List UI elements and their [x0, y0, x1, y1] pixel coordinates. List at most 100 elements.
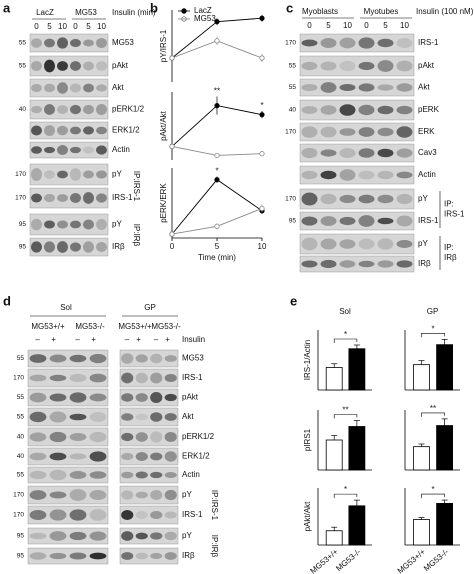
- significance-bracket: [421, 333, 445, 338]
- mw-label: 170: [13, 492, 24, 499]
- band: [49, 374, 67, 382]
- band: [96, 37, 107, 49]
- band: [377, 38, 394, 48]
- band: [31, 105, 42, 114]
- band: [49, 469, 67, 481]
- row-label: IRS-1: [418, 216, 439, 225]
- blot-strip: [119, 407, 179, 427]
- row-label: pY: [182, 531, 192, 540]
- ip-label: IP:IRS-1: [132, 171, 141, 202]
- x-tick-label: MG53+/+: [309, 547, 341, 574]
- panel-label: a: [3, 0, 11, 15]
- band: [70, 38, 81, 48]
- band: [70, 61, 81, 71]
- band: [70, 192, 81, 204]
- mw-label: 55: [17, 355, 25, 362]
- band: [150, 471, 163, 479]
- point: [214, 223, 220, 229]
- band: [320, 126, 337, 138]
- band: [44, 38, 55, 48]
- band: [96, 61, 107, 71]
- band: [121, 531, 134, 541]
- band: [49, 491, 67, 499]
- row-label: IRβ: [112, 242, 125, 251]
- band: [301, 106, 318, 114]
- point: [259, 55, 265, 61]
- band: [377, 170, 394, 180]
- band: [396, 60, 413, 72]
- lane-label: 10: [343, 21, 352, 30]
- mw-label: 40: [289, 107, 297, 114]
- y-axis-label: pAkt/Akt: [159, 110, 168, 141]
- row-label: pAkt: [182, 393, 199, 402]
- band: [358, 127, 375, 137]
- blot-strip: [27, 349, 109, 368]
- band: [339, 104, 356, 116]
- band: [358, 215, 375, 227]
- band: [29, 509, 47, 521]
- mw-label: 95: [19, 244, 27, 251]
- x-tick-label: 5: [215, 242, 220, 251]
- point: [259, 151, 265, 157]
- band: [96, 242, 107, 252]
- significance: **: [214, 87, 220, 96]
- band: [339, 260, 356, 268]
- blot-strip: [27, 427, 109, 447]
- blot-strip: [299, 233, 415, 255]
- band: [49, 531, 67, 541]
- group-label: Sol: [60, 303, 72, 312]
- row-label: pAkt: [418, 61, 435, 70]
- significance: *: [215, 167, 218, 176]
- band: [57, 105, 68, 114]
- mw-label: 170: [285, 129, 296, 136]
- row-label: pY: [182, 490, 192, 499]
- band: [57, 170, 68, 179]
- bar: [413, 364, 430, 391]
- band: [135, 372, 148, 384]
- x-tick-label: MG53-/-: [422, 547, 451, 573]
- band: [49, 354, 67, 363]
- row-label: Actin: [418, 170, 436, 179]
- band: [49, 393, 67, 402]
- genotype-label: MG53-/-: [151, 322, 181, 331]
- row-label: pY: [112, 220, 122, 229]
- band: [164, 552, 177, 560]
- panel-label: c: [286, 0, 293, 15]
- point: [214, 19, 220, 25]
- bar: [325, 439, 343, 471]
- lane-label: 0: [73, 22, 78, 31]
- bar: [348, 348, 366, 391]
- band: [150, 532, 163, 540]
- band: [57, 220, 68, 229]
- band: [150, 372, 163, 384]
- row-label: ERK1/2: [112, 126, 140, 135]
- blot-strip: [119, 505, 179, 525]
- band: [96, 193, 107, 203]
- band: [49, 452, 67, 461]
- band: [29, 532, 47, 540]
- band: [396, 37, 413, 49]
- band: [164, 511, 177, 519]
- band: [31, 60, 42, 72]
- band: [396, 126, 413, 138]
- row-label: IRS-1: [182, 510, 203, 519]
- row-label: Akt: [182, 412, 194, 421]
- significance: *: [344, 330, 347, 339]
- panel-label: e: [290, 293, 297, 308]
- band: [44, 125, 55, 136]
- blot-strip: [29, 33, 109, 53]
- band: [89, 393, 107, 402]
- significance: *: [431, 324, 434, 333]
- band: [31, 83, 42, 93]
- mw-label: 40: [19, 106, 27, 113]
- row-label: Cav3: [418, 148, 437, 157]
- y-axis-label: pY/IRS-1: [159, 29, 168, 62]
- band: [70, 146, 81, 154]
- band: [89, 431, 107, 443]
- significance-bracket: [421, 493, 445, 499]
- mw-label: 55: [17, 394, 25, 401]
- blot-strip: [27, 485, 109, 505]
- band: [135, 471, 148, 479]
- point: [214, 177, 220, 183]
